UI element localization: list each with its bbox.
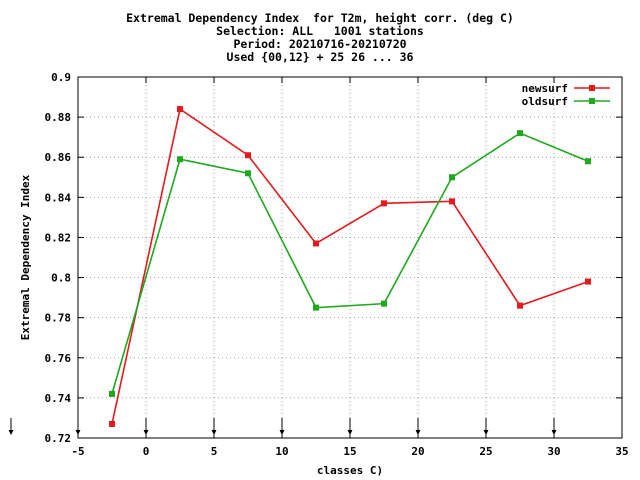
marker-arrow [143,430,149,435]
data-point-newsurf [449,198,455,205]
chart-title-line-2: Selection: ALL 1001 stations [216,24,424,38]
class-boundary-marker [483,418,489,435]
class-boundary-marker [8,418,14,435]
y-tick-label: 0.74 [45,392,72,405]
legend-label-oldsurf: oldsurf [522,95,568,108]
y-tick-label: 0.9 [51,71,71,84]
data-point-oldsurf [313,304,319,311]
axis-ticks: -5 0 5 10 15 20 25 30 35 0.72 0.74 0.76 0.78 0.8 0.82 0… [45,71,629,458]
y-tick-label: 0.88 [45,111,72,124]
data-point-oldsurf [449,174,455,181]
x-tick-label: 35 [615,445,628,458]
class-boundary-marker [551,418,557,435]
data-point-newsurf [585,278,591,285]
x-tick-label: 30 [547,445,560,458]
marker-arrow [483,430,489,435]
y-tick-label: 0.76 [45,352,72,365]
x-tick-label: 5 [211,445,218,458]
marker-arrow [279,430,285,435]
marker-arrow [211,430,217,435]
data-point-newsurf [109,420,115,427]
class-boundary-marker [143,418,149,435]
legend-marker-oldsurf [589,98,595,104]
series-line-oldsurf [111,132,589,395]
x-tick-label: -5 [71,445,84,458]
y-tick-label: 0.72 [45,432,72,445]
marker-arrow [75,430,81,435]
x-tick-label: 20 [411,445,424,458]
class-markers [8,418,557,435]
legend-marker-newsurf [589,85,595,91]
class-boundary-marker [75,418,81,435]
data-point-oldsurf [381,300,387,307]
series-group [109,106,591,427]
x-tick-label: 25 [479,445,492,458]
data-point-newsurf [313,240,319,247]
class-boundary-marker [211,418,217,435]
data-point-newsurf [245,152,251,159]
marker-arrow [347,430,353,435]
marker-arrow [551,430,557,435]
x-tick-label: 15 [343,445,356,458]
y-tick-label: 0.86 [45,151,72,164]
chart-title-line-1: Extremal Dependency Index for T2m, heigh… [126,11,514,25]
y-tick-label: 0.84 [45,191,72,204]
grid-lines [78,77,622,438]
data-point-oldsurf [245,170,251,177]
x-axis-label: classes C) [317,464,383,477]
chart-title-line-3: Period: 20210716-20210720 [233,37,407,51]
y-tick-label: 0.82 [45,231,72,244]
x-tick-label: 10 [275,445,288,458]
data-point-newsurf [177,106,183,113]
y-axis-label: Extremal Dependency Index [19,174,32,340]
legend-label-newsurf: newsurf [522,82,568,95]
data-point-oldsurf [109,390,115,397]
data-point-newsurf [381,200,387,207]
chart-title-line-4: Used {00,12} + 25 26 ... 36 [226,50,414,64]
x-tick-label: 0 [143,445,150,458]
data-point-oldsurf [585,158,591,165]
series-line-newsurf [111,107,589,425]
class-boundary-marker [347,418,353,435]
y-tick-label: 0.8 [51,272,71,285]
marker-arrow [8,430,14,435]
class-boundary-marker [279,418,285,435]
data-point-oldsurf [517,130,523,137]
y-tick-label: 0.78 [45,312,72,325]
marker-arrow [415,430,421,435]
data-point-oldsurf [177,156,183,163]
data-point-newsurf [517,302,523,309]
class-boundary-marker [415,418,421,435]
